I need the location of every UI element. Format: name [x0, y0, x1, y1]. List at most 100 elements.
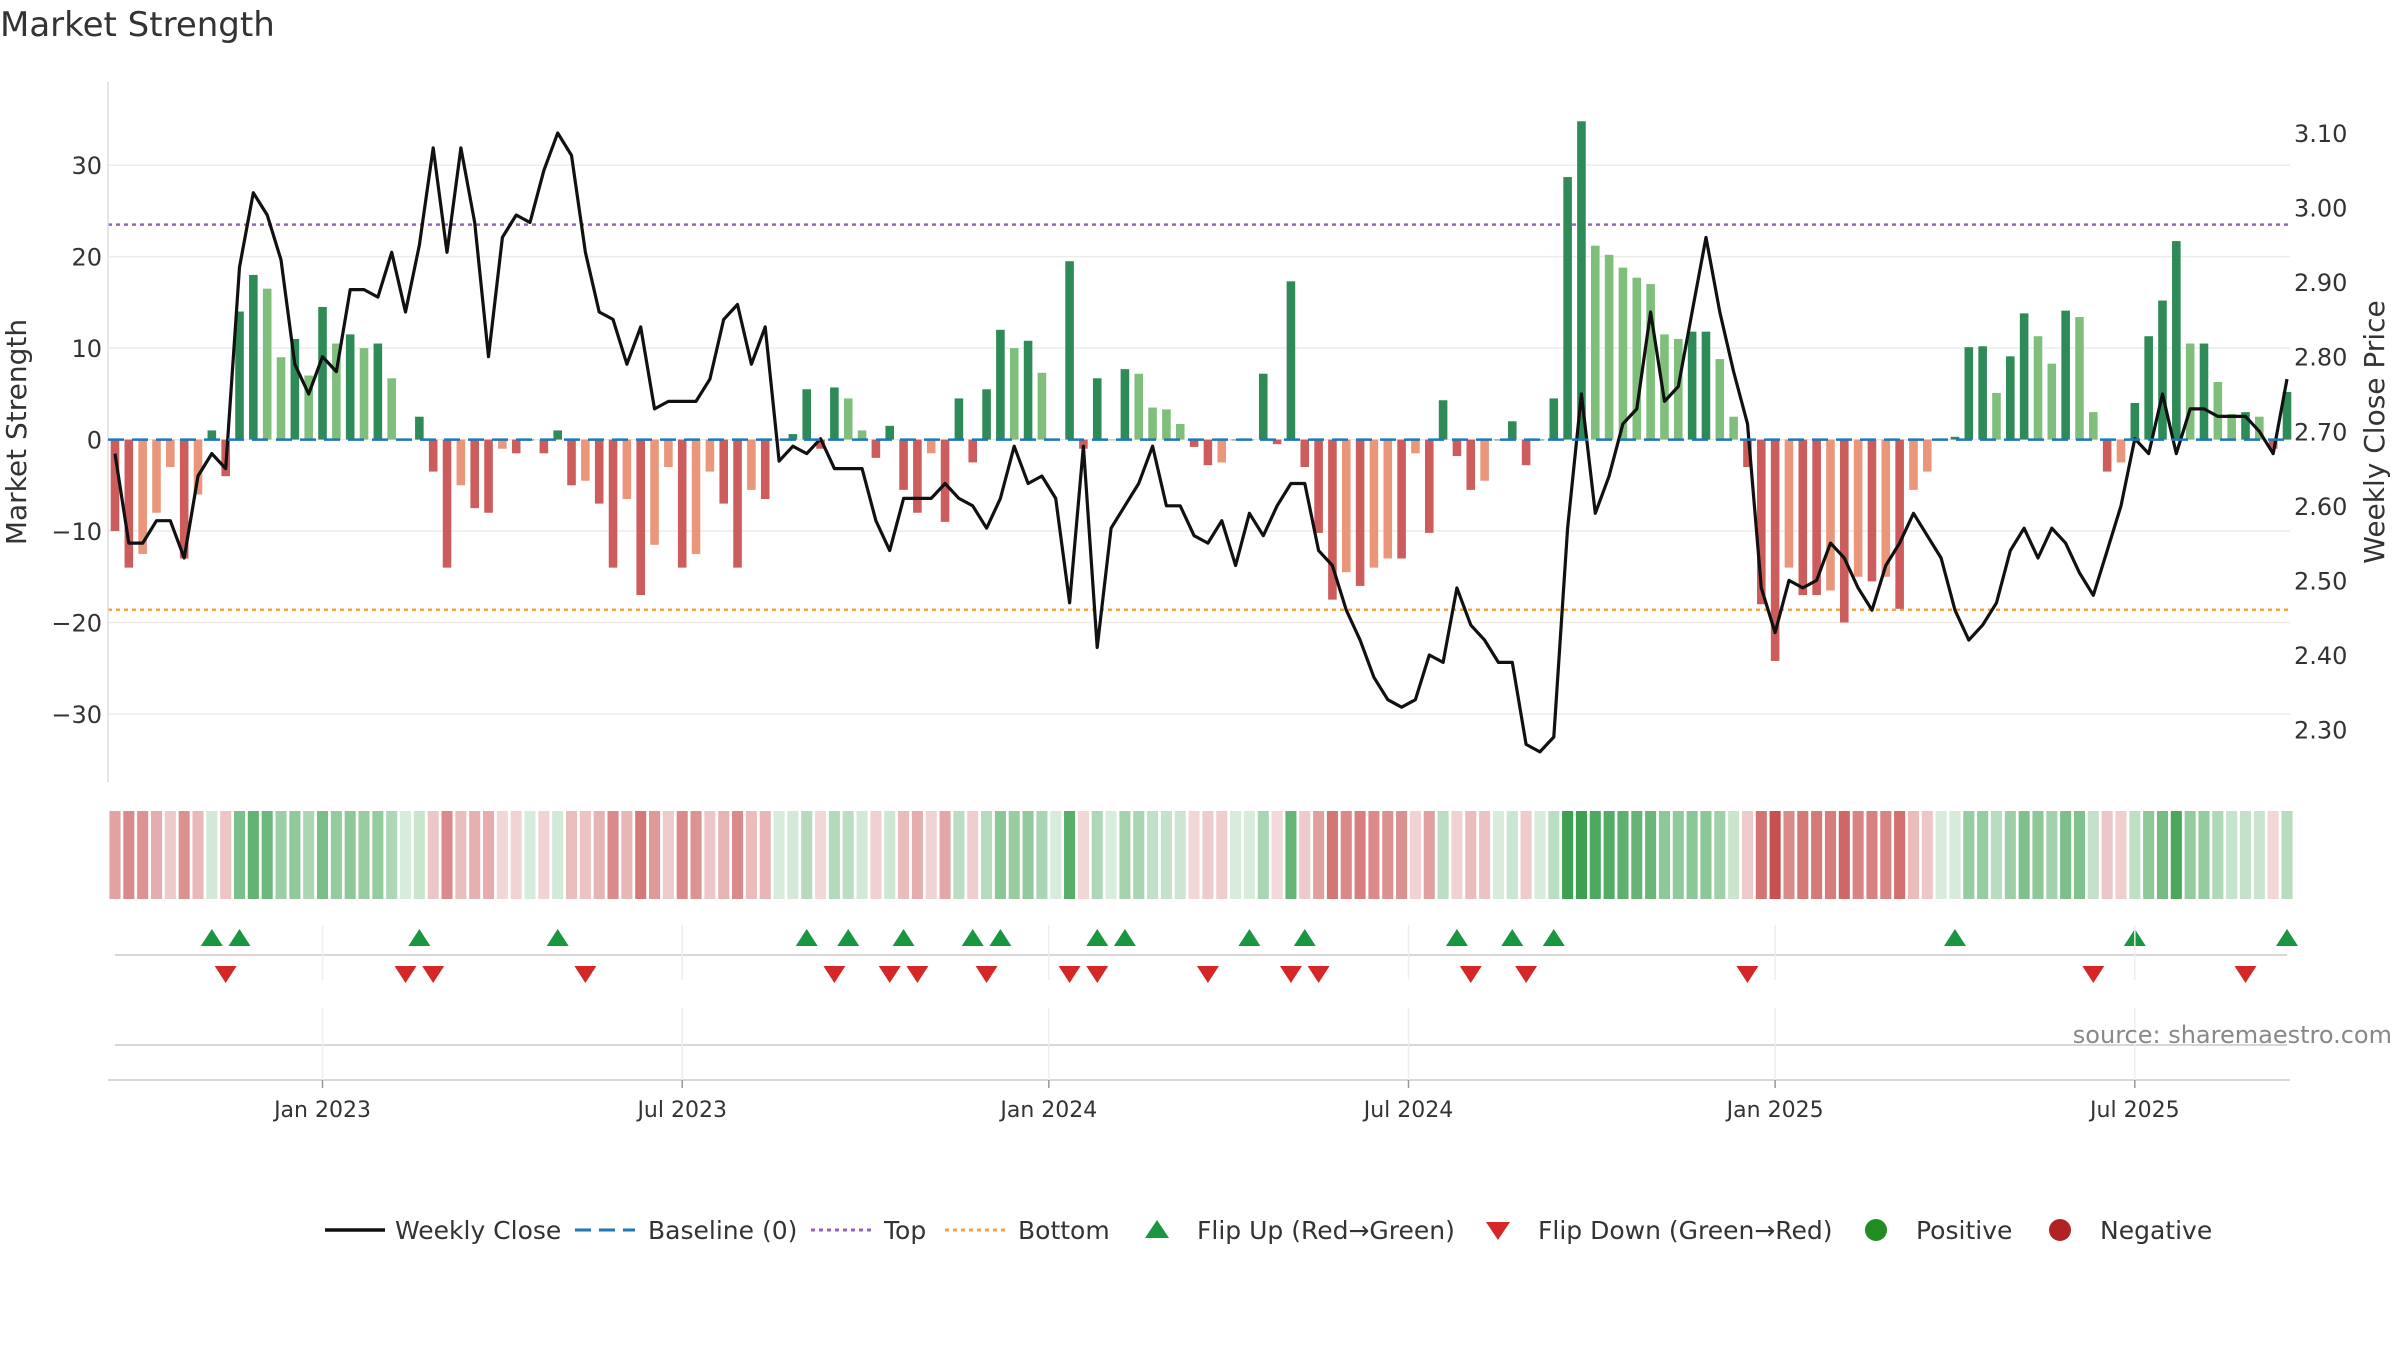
strip-cell	[745, 811, 757, 899]
strip-cell	[2143, 811, 2155, 899]
strip-cell	[233, 811, 246, 899]
strength-bar	[1466, 439, 1476, 490]
strip-cell	[1811, 811, 1823, 899]
strength-bar	[290, 338, 300, 440]
strip-cell	[1506, 811, 1518, 899]
strip-cell	[579, 811, 591, 899]
strength-bar	[926, 439, 936, 454]
strength-bar	[608, 439, 618, 568]
y2-tick-label: 2.40	[2294, 642, 2347, 670]
strength-bar	[677, 439, 687, 568]
strip-cell	[1838, 811, 1850, 899]
legend-label: Baseline (0)	[648, 1216, 797, 1245]
strip-cell	[275, 811, 287, 899]
strip-cell	[2212, 811, 2224, 899]
strength-bar	[1106, 439, 1116, 441]
strip-cell	[981, 811, 993, 899]
strip-cell	[870, 811, 882, 899]
strip-cell	[150, 811, 163, 899]
strip-cell	[2101, 811, 2113, 899]
strength-bar	[1328, 439, 1337, 600]
strip-cell	[1880, 811, 1892, 899]
legend-icon-flip-up	[1145, 1220, 1169, 1238]
x-axis: Jan 2023 Jul 2023 Jan 2024 Jul 2024 Jan 2025…	[108, 925, 2290, 1123]
strength-bar	[2102, 439, 2112, 472]
strength-bar	[1480, 439, 1489, 481]
strip-cell	[704, 811, 716, 899]
x-tick-label: Jan 2023	[272, 1098, 371, 1123]
y2-tick-label: 2.50	[2294, 567, 2347, 595]
strip-cell	[261, 811, 273, 899]
strength-bar	[1148, 407, 1157, 440]
strip-cell	[399, 811, 412, 899]
strip-cell	[109, 811, 121, 899]
strip-cell	[289, 811, 301, 899]
flip-down-marker	[2082, 966, 2105, 983]
strength-bar	[2185, 343, 2195, 440]
strip-cell	[676, 811, 688, 899]
strip-cell	[1188, 811, 1200, 899]
strength-bar	[760, 439, 770, 500]
strength-bar	[498, 439, 507, 449]
strength-bar	[1895, 439, 1904, 609]
strip-cell	[898, 811, 910, 899]
strength-bar	[664, 439, 673, 468]
strip-cell	[732, 811, 744, 899]
legend-label: Flip Up (Red→Green)	[1197, 1216, 1455, 1245]
strength-bar	[1231, 439, 1240, 441]
x-tick-label: Jul 2023	[635, 1098, 727, 1123]
strip-cell	[1423, 811, 1435, 899]
strip-cell	[1534, 811, 1546, 899]
strip-cell	[1755, 811, 1767, 899]
strength-bar	[553, 430, 562, 440]
strip-cell	[164, 811, 176, 899]
strength-bar	[318, 306, 327, 440]
strip-cell	[828, 811, 840, 899]
strength-bar	[954, 398, 964, 440]
strength-bar	[2089, 412, 2098, 440]
strength-bar	[359, 348, 369, 440]
strip-cell	[1575, 811, 1587, 899]
strength-bar	[1438, 400, 1448, 440]
strip-cell	[884, 811, 896, 899]
strip-cell	[1658, 811, 1670, 899]
flip-up-marker	[408, 929, 431, 946]
flip-up-marker	[1086, 929, 1109, 946]
strength-bar	[774, 439, 784, 441]
strength-bar	[1867, 439, 1877, 582]
flip-up-marker	[892, 929, 915, 946]
strength-bar	[1964, 347, 1974, 440]
strength-bar	[830, 387, 839, 440]
strip-cell	[801, 811, 813, 899]
y-tick-label: 10	[71, 335, 102, 363]
y2-tick-label: 2.60	[2294, 493, 2347, 521]
strength-bar	[415, 416, 424, 440]
strength-bar	[1258, 373, 1268, 440]
strip-cell	[953, 811, 965, 899]
strength-bar	[1092, 378, 1102, 440]
strip-cell	[344, 811, 356, 899]
strength-bar	[1134, 373, 1144, 440]
strength-bar	[1424, 439, 1434, 533]
strip-cell	[1935, 811, 1947, 899]
strip-cell	[441, 811, 453, 899]
strength-bar	[1590, 245, 1600, 440]
strength-bar	[428, 439, 438, 472]
legend: Weekly Close Baseline (0) Top Bottom Flip Up…	[325, 1216, 2212, 1245]
strip-cell	[1686, 811, 1698, 899]
strength-bar	[262, 288, 272, 440]
strength-bar	[1632, 277, 1642, 440]
strip-cell	[2253, 811, 2265, 899]
strength-bar	[2033, 336, 2043, 440]
strip-cell	[690, 811, 702, 899]
strip-cell	[1603, 811, 1615, 899]
strength-bar	[345, 334, 355, 440]
strength-bar	[2075, 317, 2084, 440]
strip-cell	[427, 811, 439, 899]
strength-bar	[539, 439, 549, 454]
strength-bar	[1203, 439, 1213, 466]
strength-bar	[1286, 281, 1296, 440]
strip-cell	[247, 811, 259, 899]
strip-cell	[1451, 811, 1463, 899]
